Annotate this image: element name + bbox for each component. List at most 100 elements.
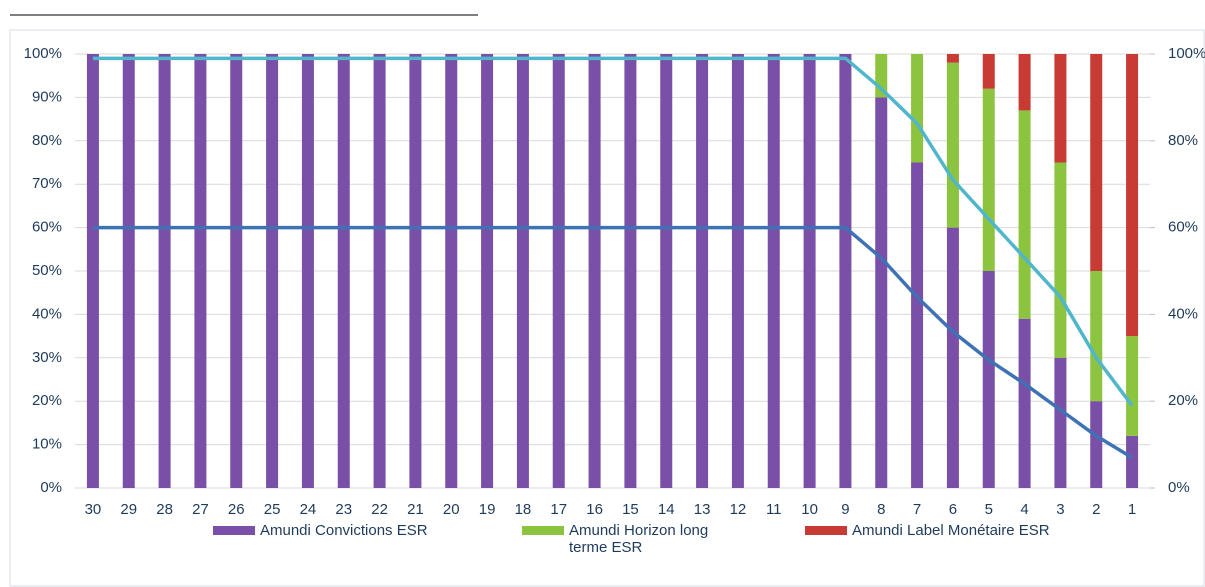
bar-segment: [373, 54, 386, 488]
y-tick-label: 40%: [32, 305, 62, 322]
legend-label: Amundi Convictions ESR: [260, 522, 428, 539]
y-tick-label: 90%: [32, 88, 62, 105]
x-tick-label: 19: [479, 501, 496, 518]
x-tick-label: 26: [228, 501, 245, 518]
x-tick-label: 16: [586, 501, 603, 518]
bar-segment: [839, 54, 852, 488]
bar-segment: [1054, 162, 1067, 358]
bar-segment: [767, 54, 780, 488]
bar-segment: [1018, 54, 1031, 111]
y-tick-label: 80%: [32, 132, 62, 149]
y-tick-label: 70%: [32, 175, 62, 192]
y-tick-label: 50%: [32, 262, 62, 279]
x-tick-label: 28: [156, 501, 173, 518]
bar-segment: [409, 54, 422, 488]
legend-swatch: [213, 526, 255, 535]
bar-segment: [1090, 271, 1103, 402]
legend-label: Amundi Label Monétaire ESR: [852, 522, 1050, 539]
bar-segment: [552, 54, 565, 488]
y-tick-label: 10%: [32, 436, 62, 453]
bar-segment: [1054, 54, 1067, 163]
y-tick-label: 100%: [24, 45, 62, 62]
x-tick-label: 15: [622, 501, 639, 518]
x-tick-label: 6: [949, 501, 957, 518]
bar-segment: [86, 54, 99, 488]
x-tick-label: 11: [766, 501, 782, 518]
x-tick-label: 17: [550, 501, 567, 518]
bar-segment: [1126, 336, 1139, 436]
x-tick-label: 4: [1020, 501, 1028, 518]
x-tick-label: 1: [1128, 501, 1136, 518]
bar-segment: [481, 54, 494, 488]
chart-frame: [9, 29, 1205, 587]
x-tick-label: 10: [801, 501, 818, 518]
y-tick-label: 0%: [40, 479, 62, 496]
line-series: [92, 56, 1134, 407]
x-tick-label: 18: [515, 501, 532, 518]
bar-segment: [1018, 110, 1031, 319]
bar-segment: [696, 54, 709, 488]
bar-segment: [624, 54, 637, 488]
x-tick-label: 22: [371, 501, 388, 518]
x-tick-label: 8: [877, 501, 885, 518]
y2-tick-label: 60%: [1168, 219, 1198, 236]
y2-tick-label: 80%: [1168, 132, 1198, 149]
bar-segment: [982, 271, 995, 488]
legend-swatch: [805, 526, 847, 535]
y2-tick-label: 40%: [1168, 305, 1198, 322]
legend-item: Amundi Convictions ESR: [213, 522, 443, 539]
line-series: [92, 225, 1133, 460]
bar-segment: [445, 54, 458, 488]
x-tick-label: 13: [694, 501, 711, 518]
x-tick-label: 14: [658, 501, 675, 518]
bar-segment: [158, 54, 171, 488]
y2-tick-label: 0%: [1168, 479, 1190, 496]
bar-segment: [1018, 318, 1031, 488]
x-tick-label: 9: [841, 501, 849, 518]
bar-segment: [946, 227, 959, 488]
bar-segment: [122, 54, 135, 488]
y-tick-label: 30%: [32, 349, 62, 366]
x-tick-label: 25: [264, 501, 281, 518]
bar-segment: [875, 97, 888, 489]
x-tick-label: 29: [120, 501, 137, 518]
x-tick-label: 27: [192, 501, 209, 518]
x-tick-label: 2: [1092, 501, 1100, 518]
x-tick-label: 23: [335, 501, 352, 518]
bar-segment: [301, 54, 314, 488]
y-tick-label: 20%: [32, 392, 62, 409]
bar-segment: [911, 162, 924, 488]
bar-segment: [946, 54, 959, 63]
y-tick-label: 60%: [32, 219, 62, 236]
x-tick-label: 24: [300, 501, 317, 518]
bar-segment: [731, 54, 744, 488]
legend-label: Amundi Horizon long terme ESR: [569, 522, 709, 556]
bar-segment: [1126, 435, 1139, 488]
bar-segment: [337, 54, 350, 488]
x-tick-label: 5: [985, 501, 993, 518]
legend-swatch: [522, 526, 564, 535]
y2-tick-label: 20%: [1168, 392, 1198, 409]
bar-segment: [803, 54, 816, 488]
x-tick-label: 20: [443, 501, 460, 518]
bar-segment: [266, 54, 279, 488]
y2-tick-label: 100%: [1168, 45, 1205, 62]
bar-segment: [588, 54, 601, 488]
bar-segment: [516, 54, 529, 488]
bar-segment: [230, 54, 243, 488]
legend-item: Amundi Horizon long terme ESR: [522, 522, 722, 556]
bar-segment: [660, 54, 673, 488]
x-tick-label: 7: [913, 501, 921, 518]
legend-item: Amundi Label Monétaire ESR: [805, 522, 1105, 539]
bar-segment: [1090, 401, 1103, 488]
bar-segment: [982, 88, 995, 271]
bar-segment: [1126, 54, 1139, 337]
bar-segment: [982, 54, 995, 89]
bar-segment: [911, 54, 924, 163]
x-tick-label: 12: [730, 501, 747, 518]
x-tick-label: 21: [407, 501, 424, 518]
bar-segment: [946, 62, 959, 228]
x-tick-label: 30: [85, 501, 102, 518]
